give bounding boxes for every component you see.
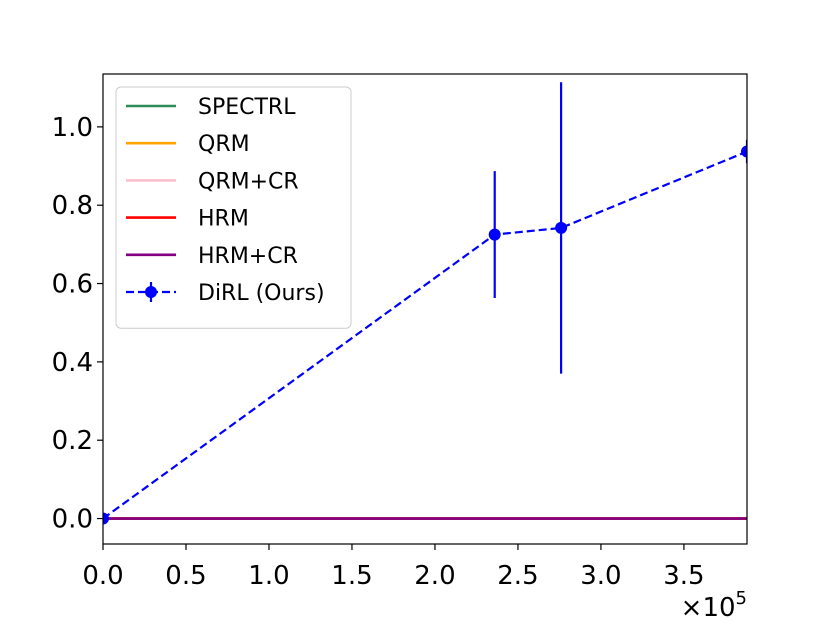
x-tick-label: 3.5: [663, 561, 704, 591]
y-tick-label: 0.6: [52, 270, 93, 300]
series-lines: [103, 82, 747, 525]
legend: SPECTRL QRM QRM+CR HRM HRM+CR DiRL (Ours): [115, 86, 352, 329]
x-tick-label: 1.0: [248, 561, 289, 591]
plot-frame: [102, 73, 748, 545]
legend-box: [115, 86, 352, 329]
x-tick-label: 3.0: [580, 561, 621, 591]
x-tick-label: 0.5: [165, 561, 206, 591]
legend-label-hrm: HRM: [198, 207, 249, 232]
legend-label-hrm-cr: HRM+CR: [198, 244, 298, 269]
legend-label-dirl-ours: DiRL (Ours): [198, 281, 325, 306]
x-tick-label: 1.5: [331, 561, 372, 591]
legend-label-qrm-cr: QRM+CR: [198, 169, 299, 194]
series-line-dirl-ours: [103, 150, 747, 520]
x-tick-label: 0.0: [82, 561, 123, 591]
legend-label-qrm: QRM: [198, 132, 250, 157]
y-tick-label: 0.0: [52, 505, 93, 535]
x-axis-ticks: 0.0 0.5 1.0 1.5 2.0 2.5 3.0 3.5: [82, 544, 705, 591]
x-offset-text: ×105: [681, 588, 747, 623]
x-tick-label: 2.5: [497, 561, 538, 591]
y-tick-label: 0.2: [52, 426, 93, 456]
data-point-dirl-ours: [741, 145, 747, 158]
y-tick-label: 1.0: [52, 113, 93, 143]
y-tick-label: 0.8: [52, 191, 93, 221]
y-axis-ticks: 0.0 0.2 0.4 0.6 0.8 1.0: [52, 113, 103, 535]
data-point-dirl-ours: [555, 221, 568, 234]
data-point-dirl-ours: [488, 228, 501, 241]
y-tick-label: 0.4: [52, 348, 93, 378]
data-point-dirl-ours: [103, 512, 109, 525]
legend-label-spectrl: SPECTRL: [198, 95, 296, 120]
x-tick-label: 2.0: [414, 561, 455, 591]
